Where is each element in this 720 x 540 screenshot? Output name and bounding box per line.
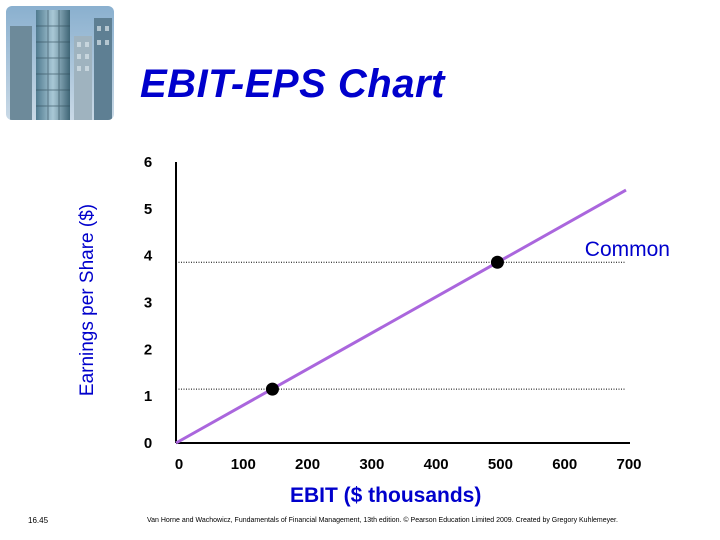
footer-citation: Van Horne and Wachowicz, Fundamentals of… (147, 517, 618, 524)
y-tick-label: 3 (144, 295, 152, 312)
data-point (265, 382, 279, 396)
series-line-common (175, 188, 627, 445)
x-tick-label: 0 (175, 456, 183, 473)
x-axis-label: EBIT ($ thousands) (290, 484, 482, 507)
x-tick-label: 100 (231, 456, 256, 473)
series-label-common: Common (585, 238, 670, 261)
slide-number: 16.45 (28, 516, 49, 525)
y-tick-label: 1 (144, 388, 152, 405)
x-tick-label: 700 (616, 456, 641, 473)
x-tick-label: 400 (424, 456, 449, 473)
skyscraper-photo (6, 6, 114, 120)
x-tick-label: 500 (488, 456, 513, 473)
slide-title: EBIT-EPS Chart (140, 62, 445, 106)
data-point (490, 255, 504, 269)
x-tick-label: 300 (359, 456, 384, 473)
y-tick-label: 6 (144, 154, 152, 171)
y-tick-label: 5 (144, 201, 152, 218)
x-tick-label: 200 (295, 456, 320, 473)
y-tick-label: 0 (144, 435, 152, 452)
x-tick-label: 600 (552, 456, 577, 473)
y-tick-label: 2 (144, 341, 152, 358)
y-tick-label: 4 (144, 248, 153, 265)
